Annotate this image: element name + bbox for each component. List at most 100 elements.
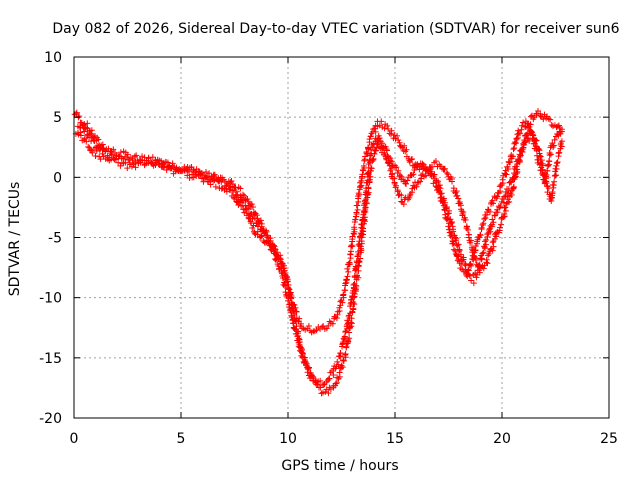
- data-point: [391, 132, 398, 139]
- data-point: [313, 379, 320, 386]
- data-point: [320, 381, 327, 388]
- data-point: [535, 156, 542, 163]
- data-point: [524, 120, 531, 127]
- data-point: [437, 163, 444, 170]
- series-3: [72, 118, 564, 388]
- data-point: [339, 364, 346, 371]
- data-point: [480, 249, 487, 256]
- data-point: [354, 202, 361, 209]
- data-point: [444, 171, 451, 178]
- data-point: [513, 136, 520, 143]
- data-point: [450, 246, 457, 253]
- data-point: [350, 281, 357, 288]
- data-point: [527, 128, 534, 135]
- data-point: [353, 258, 360, 265]
- data-point: [398, 198, 405, 205]
- data-point: [311, 328, 318, 335]
- data-point: [507, 159, 514, 166]
- data-point: [352, 216, 359, 223]
- data-point: [483, 256, 490, 263]
- data-point: [484, 233, 491, 240]
- data-point: [525, 135, 532, 142]
- data-point: [356, 191, 363, 198]
- data-point: [239, 191, 246, 198]
- data-point: [388, 127, 395, 134]
- data-point: [431, 175, 438, 182]
- data-point: [468, 277, 475, 284]
- data-point: [356, 243, 363, 250]
- data-point: [124, 154, 131, 161]
- data-point: [394, 132, 401, 139]
- data-point: [276, 265, 283, 272]
- data-point: [245, 214, 252, 221]
- data-point: [285, 295, 292, 302]
- data-point: [490, 200, 497, 207]
- data-point: [326, 375, 333, 382]
- data-point: [325, 322, 332, 329]
- data-point: [489, 216, 496, 223]
- data-point: [449, 219, 456, 226]
- data-point: [287, 307, 294, 314]
- data-point: [510, 146, 517, 153]
- data-point: [77, 129, 84, 136]
- data-point: [409, 156, 416, 163]
- data-point: [258, 232, 265, 239]
- data-point: [278, 269, 285, 276]
- data-point: [453, 252, 460, 259]
- data-point: [497, 188, 504, 195]
- grid-lines: [74, 57, 609, 418]
- data-point: [236, 198, 243, 205]
- data-point: [310, 375, 317, 382]
- data-point: [408, 156, 415, 163]
- data-point: [497, 224, 504, 231]
- data-point: [479, 250, 486, 257]
- data-point: [376, 135, 383, 142]
- data-point: [548, 198, 555, 205]
- data-point: [404, 177, 411, 184]
- data-point: [230, 188, 237, 195]
- data-point: [454, 192, 461, 199]
- series-1: [71, 107, 564, 336]
- data-point: [465, 266, 472, 273]
- data-point: [551, 136, 558, 143]
- data-point: [237, 185, 244, 192]
- data-point: [203, 174, 210, 181]
- data-point: [449, 233, 456, 240]
- data-point: [286, 301, 293, 308]
- data-point: [419, 160, 426, 167]
- data-point: [303, 360, 310, 367]
- data-point: [264, 239, 271, 246]
- data-point: [494, 209, 501, 216]
- data-point: [366, 136, 373, 143]
- data-point: [223, 185, 230, 192]
- data-point: [417, 178, 424, 185]
- data-point: [537, 113, 544, 120]
- data-point: [547, 151, 554, 158]
- data-point: [87, 130, 94, 137]
- data-point: [499, 176, 506, 183]
- data-point: [398, 192, 405, 199]
- data-point: [139, 157, 146, 164]
- data-point: [367, 133, 374, 140]
- data-point: [517, 153, 524, 160]
- data-point: [85, 143, 92, 150]
- data-point: [190, 174, 197, 181]
- data-point: [258, 233, 265, 240]
- data-point: [317, 377, 324, 384]
- data-point: [360, 162, 367, 169]
- data-point: [541, 180, 548, 187]
- data-point: [499, 214, 506, 221]
- data-point: [441, 165, 448, 172]
- data-point: [496, 204, 503, 211]
- data-point: [485, 252, 492, 259]
- data-point: [358, 247, 365, 254]
- data-point: [105, 145, 112, 152]
- data-point: [115, 159, 122, 166]
- data-point: [355, 248, 362, 255]
- data-point: [500, 213, 507, 220]
- data-point: [430, 180, 437, 187]
- data-point: [133, 152, 140, 159]
- data-point: [456, 247, 463, 254]
- data-point: [81, 135, 88, 142]
- data-point: [501, 213, 508, 220]
